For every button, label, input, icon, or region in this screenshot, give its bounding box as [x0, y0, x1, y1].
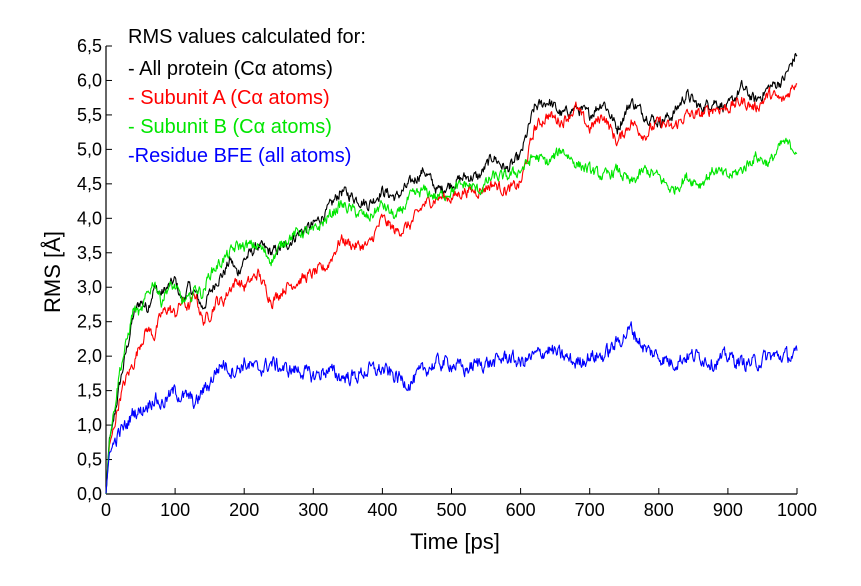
y-tick-label: 6,5 — [77, 36, 102, 56]
y-tick-label: 5,0 — [77, 139, 102, 159]
x-tick-label: 600 — [506, 500, 536, 520]
y-tick-label: 2,0 — [77, 346, 102, 366]
y-axis-title: RMS [Å] — [40, 231, 65, 313]
y-tick-label: 3,0 — [77, 277, 102, 297]
y-tick-label: 3,5 — [77, 243, 102, 263]
y-tick-label: 0,5 — [77, 450, 102, 470]
legend-title: RMS values calculated for: — [128, 26, 366, 48]
series-layer — [105, 52, 798, 495]
series-line-4 — [105, 321, 798, 494]
y-tick-label: 5,5 — [77, 105, 102, 125]
x-tick-label: 1000 — [777, 500, 817, 520]
y-tick-label: 4,0 — [77, 208, 102, 228]
x-tick-label: 500 — [436, 500, 466, 520]
legend-entry-4: -Residue BFE (all atoms) — [128, 145, 351, 167]
x-tick-label: 200 — [229, 500, 259, 520]
x-tick-label: 0 — [101, 500, 111, 520]
legend-entry-1: - All protein (Cα atoms) — [128, 58, 333, 80]
legend-entry-2: - Subunit A (Cα atoms) — [128, 87, 330, 109]
y-tick-label: 1,5 — [77, 381, 102, 401]
series-line-3 — [105, 137, 798, 495]
x-tick-label: 800 — [644, 500, 674, 520]
series-line-1 — [105, 52, 798, 494]
legend-entry-3: - Subunit B (Cα atoms) — [128, 116, 332, 138]
x-tick-label: 700 — [575, 500, 605, 520]
y-tick-label: 6,0 — [77, 70, 102, 90]
x-tick-label: 300 — [298, 500, 328, 520]
y-tick-label: 1,0 — [77, 415, 102, 435]
x-tick-label: 100 — [160, 500, 190, 520]
x-tick-label: 400 — [367, 500, 397, 520]
legend: RMS values calculated for: - All protein… — [128, 26, 366, 167]
series-line-2 — [105, 83, 798, 494]
y-tick-label: 2,5 — [77, 312, 102, 332]
y-tick-label: 4,5 — [77, 174, 102, 194]
axes-layer: 0 100 200 300 400 500 600 700 800 900 1000 0,0 0,5 1,… — [77, 36, 817, 520]
x-axis-title: Time [ps] — [410, 529, 500, 554]
x-tick-label: 900 — [713, 500, 743, 520]
y-tick-label: 0,0 — [77, 484, 102, 504]
